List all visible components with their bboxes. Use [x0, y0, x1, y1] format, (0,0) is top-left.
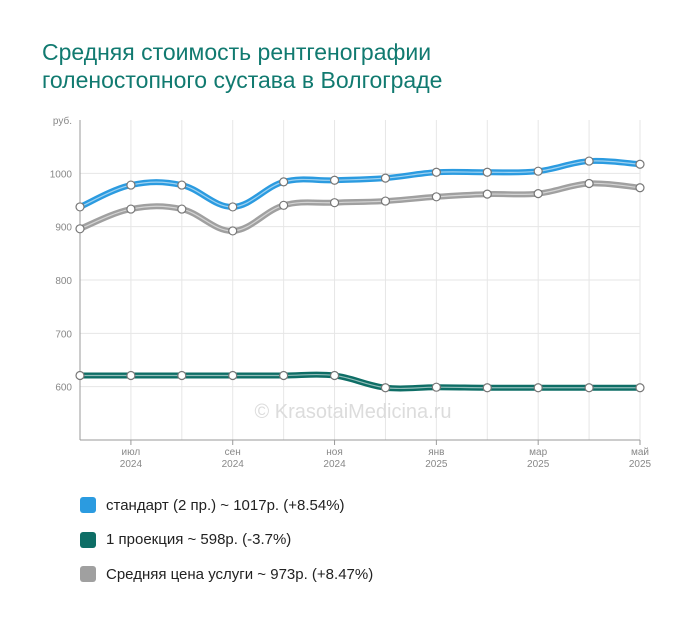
data-point — [533, 166, 543, 176]
legend-label: 1 проекция ~ 598р. (-3.7%) — [106, 531, 292, 549]
x-tick-label-month: янв — [428, 447, 444, 458]
x-tick-label-year: 2025 — [629, 459, 652, 470]
chart-title-line-1: Средняя стоимость рентгенографии — [42, 39, 432, 65]
x-tick-label-month: сен — [225, 447, 241, 458]
chart-title: Средняя стоимость рентгенографии голенос… — [42, 38, 682, 94]
data-point — [126, 370, 136, 381]
x-tick-label-year: 2025 — [425, 459, 448, 470]
y-tick-label: 900 — [55, 223, 72, 234]
data-point — [279, 370, 289, 381]
data-point — [380, 196, 391, 206]
data-point — [279, 177, 289, 187]
data-point — [228, 226, 238, 236]
data-point — [177, 370, 187, 381]
x-tick-label-month: май — [631, 447, 649, 458]
data-point — [431, 382, 441, 392]
series-line-highlight — [79, 182, 641, 232]
data-point — [75, 202, 85, 212]
x-tick-label-month: ноя — [326, 447, 343, 458]
watermark-text: © KrasotaiMedicina.ru — [254, 401, 451, 423]
legend-label: стандарт (2 пр.) ~ 1017р. (+8.54%) — [106, 496, 345, 514]
x-tick-label-year: 2024 — [222, 459, 245, 470]
chart-legend: стандарт (2 пр.) ~ 1017р. (+8.54%) 1 прое… — [80, 488, 373, 592]
chart-series — [75, 156, 645, 393]
data-point — [329, 198, 340, 208]
data-point — [635, 159, 645, 169]
x-tick-label-year: 2024 — [120, 459, 143, 470]
y-tick-label: 1000 — [50, 169, 73, 180]
data-point — [126, 204, 136, 214]
chart-axes: 6007008009001000руб.июл2024сен2024ноя202… — [50, 115, 652, 470]
data-point — [380, 383, 391, 393]
data-point — [126, 180, 136, 190]
legend-swatch — [80, 566, 96, 583]
data-point — [431, 192, 441, 202]
legend-item: стандарт (2 пр.) ~ 1017р. (+8.54%) — [80, 488, 373, 523]
data-point — [228, 202, 238, 212]
data-point — [431, 167, 441, 177]
legend-swatch — [80, 497, 96, 514]
y-tick-label: 700 — [55, 329, 72, 340]
data-point — [228, 370, 238, 381]
x-tick-label-month: июл — [122, 447, 141, 458]
y-tick-label: 600 — [55, 383, 72, 394]
data-point — [279, 200, 289, 210]
data-point — [482, 167, 492, 177]
legend-item: 1 проекция ~ 598р. (-3.7%) — [80, 523, 373, 558]
data-point — [584, 156, 594, 166]
legend-label: Средняя цена услуги ~ 973р. (+8.47%) — [106, 565, 374, 583]
data-point — [75, 224, 85, 234]
data-point — [635, 183, 645, 193]
data-point — [584, 178, 594, 189]
data-point — [177, 204, 187, 214]
data-point — [635, 383, 645, 393]
x-tick-label-year: 2024 — [323, 459, 346, 470]
x-tick-label-year: 2025 — [527, 459, 550, 470]
data-point — [482, 383, 492, 393]
data-point — [75, 370, 85, 381]
data-point — [584, 383, 594, 393]
data-point — [482, 189, 492, 199]
legend-swatch — [80, 531, 96, 548]
data-point — [533, 383, 543, 393]
data-point — [533, 189, 543, 199]
x-tick-label-month: мар — [529, 447, 547, 458]
chart-title-line-2: голеностопного сустава в Волгограде — [42, 67, 443, 93]
legend-item: Средняя цена услуги ~ 973р. (+8.47%) — [80, 557, 373, 592]
data-point — [329, 175, 340, 185]
y-tick-label: 800 — [55, 276, 72, 287]
data-point — [177, 180, 187, 190]
data-point — [380, 173, 391, 183]
y-axis-label: руб. — [53, 115, 72, 127]
data-point — [329, 370, 340, 381]
